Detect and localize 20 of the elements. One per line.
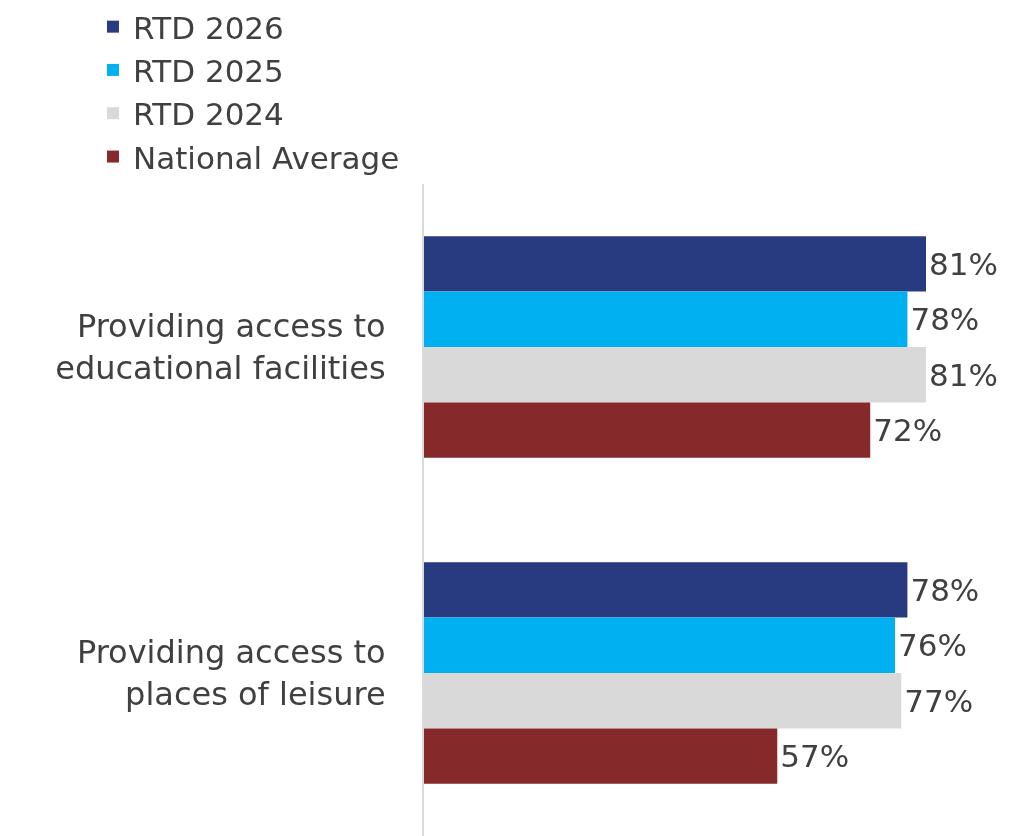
bar bbox=[424, 617, 896, 673]
bar bbox=[424, 236, 926, 292]
data-label: 77% bbox=[904, 682, 974, 719]
bar bbox=[424, 402, 871, 458]
y-tick-label: Providing access to educational facilities bbox=[55, 307, 386, 387]
data-label: 78% bbox=[910, 301, 980, 338]
data-label: 81% bbox=[929, 356, 998, 393]
data-label: 78% bbox=[910, 571, 980, 608]
legend-label: RTD 2025 bbox=[132, 53, 284, 90]
data-label: 81% bbox=[929, 245, 998, 282]
data-label: 76% bbox=[898, 627, 967, 664]
data-label: 57% bbox=[780, 738, 850, 775]
legend-label: RTD 2024 bbox=[132, 96, 284, 133]
legend-label: National Average bbox=[132, 139, 400, 176]
legend-label: RTD 2026 bbox=[132, 9, 284, 46]
y-tick-label: Providing access to places of leisure bbox=[76, 633, 386, 713]
data-label: 72% bbox=[873, 412, 943, 449]
bar bbox=[424, 291, 908, 347]
bar bbox=[424, 728, 778, 784]
bar bbox=[424, 562, 908, 618]
